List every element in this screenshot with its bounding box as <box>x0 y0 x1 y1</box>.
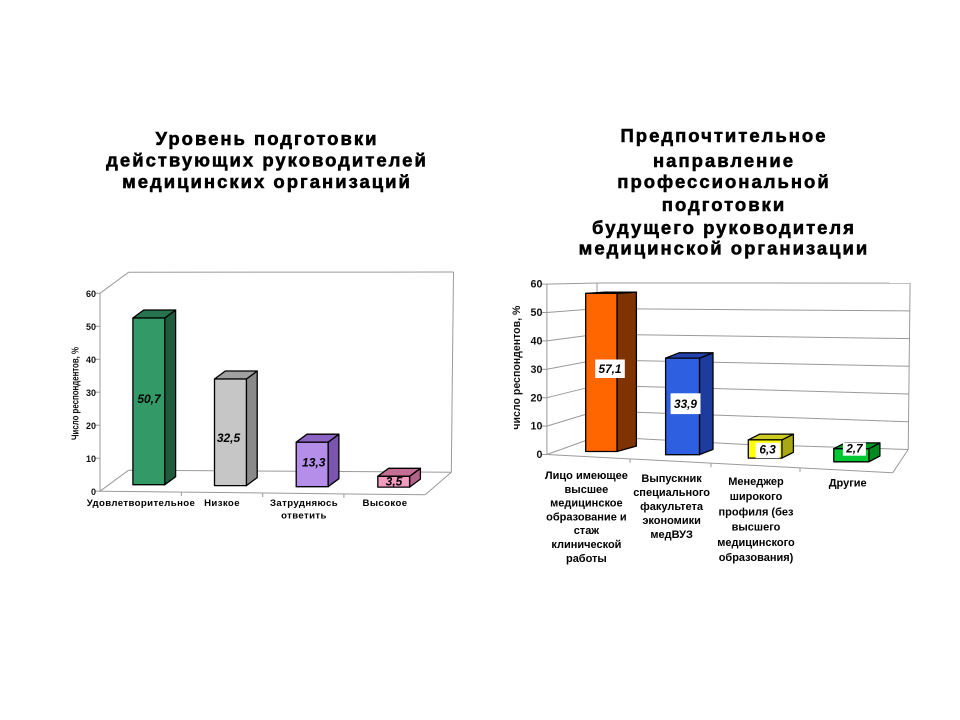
svg-text:Выпускник: Выпускник <box>641 473 702 485</box>
svg-text:образования): образования) <box>719 552 794 564</box>
svg-text:ответить: ответить <box>281 511 327 522</box>
svg-text:30: 30 <box>531 364 543 376</box>
svg-text:Высокое: Высокое <box>363 498 408 509</box>
svg-text:33,9: 33,9 <box>674 397 697 411</box>
svg-text:20: 20 <box>531 392 543 404</box>
svg-text:подготовки: подготовки <box>662 194 786 215</box>
svg-text:10: 10 <box>531 421 543 433</box>
svg-text:клинической: клинической <box>551 539 621 551</box>
svg-text:40: 40 <box>531 336 543 348</box>
svg-text:направление: направление <box>653 150 795 171</box>
svg-text:0: 0 <box>536 449 542 461</box>
svg-text:Предпочтительное: Предпочтительное <box>620 125 827 146</box>
svg-text:действующих руководителей: действующих руководителей <box>106 150 428 171</box>
svg-text:20: 20 <box>86 421 96 431</box>
svg-text:Другие: Другие <box>829 478 867 490</box>
svg-text:60: 60 <box>531 279 543 291</box>
svg-text:Лицо имеющее: Лицо имеющее <box>545 470 628 482</box>
svg-text:высшего: высшего <box>732 522 781 534</box>
svg-text:13,3: 13,3 <box>302 456 326 470</box>
svg-text:32,5: 32,5 <box>217 431 241 445</box>
svg-text:специального: специального <box>633 487 710 499</box>
svg-text:медицинских организаций: медицинских организаций <box>122 171 412 192</box>
svg-text:60: 60 <box>86 289 96 299</box>
svg-text:профиля (без: профиля (без <box>719 506 795 518</box>
svg-text:57,1: 57,1 <box>599 362 622 376</box>
svg-text:широкого: широкого <box>730 491 783 503</box>
svg-text:50,7: 50,7 <box>137 392 162 406</box>
svg-text:образование и: образование и <box>546 511 626 523</box>
svg-text:Число респондентов, %: Число респондентов, % <box>71 347 82 440</box>
svg-text:медВУЗ: медВУЗ <box>650 529 693 541</box>
svg-text:6,3: 6,3 <box>759 443 776 457</box>
svg-text:50: 50 <box>86 322 96 332</box>
svg-text:Менеджер: Менеджер <box>728 476 784 488</box>
svg-text:факультета: факультета <box>640 501 704 513</box>
svg-text:Удовлетворительное: Удовлетворительное <box>87 498 196 509</box>
svg-text:стаж: стаж <box>574 525 600 537</box>
svg-text:медицинского: медицинского <box>717 537 795 549</box>
svg-text:30: 30 <box>86 388 96 398</box>
svg-text:Затрудняюсь: Затрудняюсь <box>270 498 338 509</box>
svg-text:10: 10 <box>86 454 96 464</box>
svg-text:экономики: экономики <box>642 515 701 527</box>
svg-text:высшее: высшее <box>565 484 609 496</box>
svg-text:50: 50 <box>531 307 543 319</box>
svg-text:число респондентов, %: число респондентов, % <box>511 305 523 429</box>
svg-text:медицинское: медицинское <box>550 498 622 510</box>
svg-text:профессиональной: профессиональной <box>617 171 830 192</box>
svg-text:будущего руководителя: будущего руководителя <box>592 217 856 238</box>
svg-text:Низкое: Низкое <box>204 498 240 509</box>
svg-text:Уровень подготовки: Уровень подготовки <box>156 128 379 149</box>
svg-text:2,7: 2,7 <box>845 441 864 455</box>
svg-text:40: 40 <box>86 355 96 365</box>
svg-text:медицинской организации: медицинской организации <box>579 238 870 259</box>
svg-text:3,5: 3,5 <box>386 475 403 489</box>
svg-text:работы: работы <box>566 553 607 565</box>
svg-text:0: 0 <box>91 487 96 497</box>
